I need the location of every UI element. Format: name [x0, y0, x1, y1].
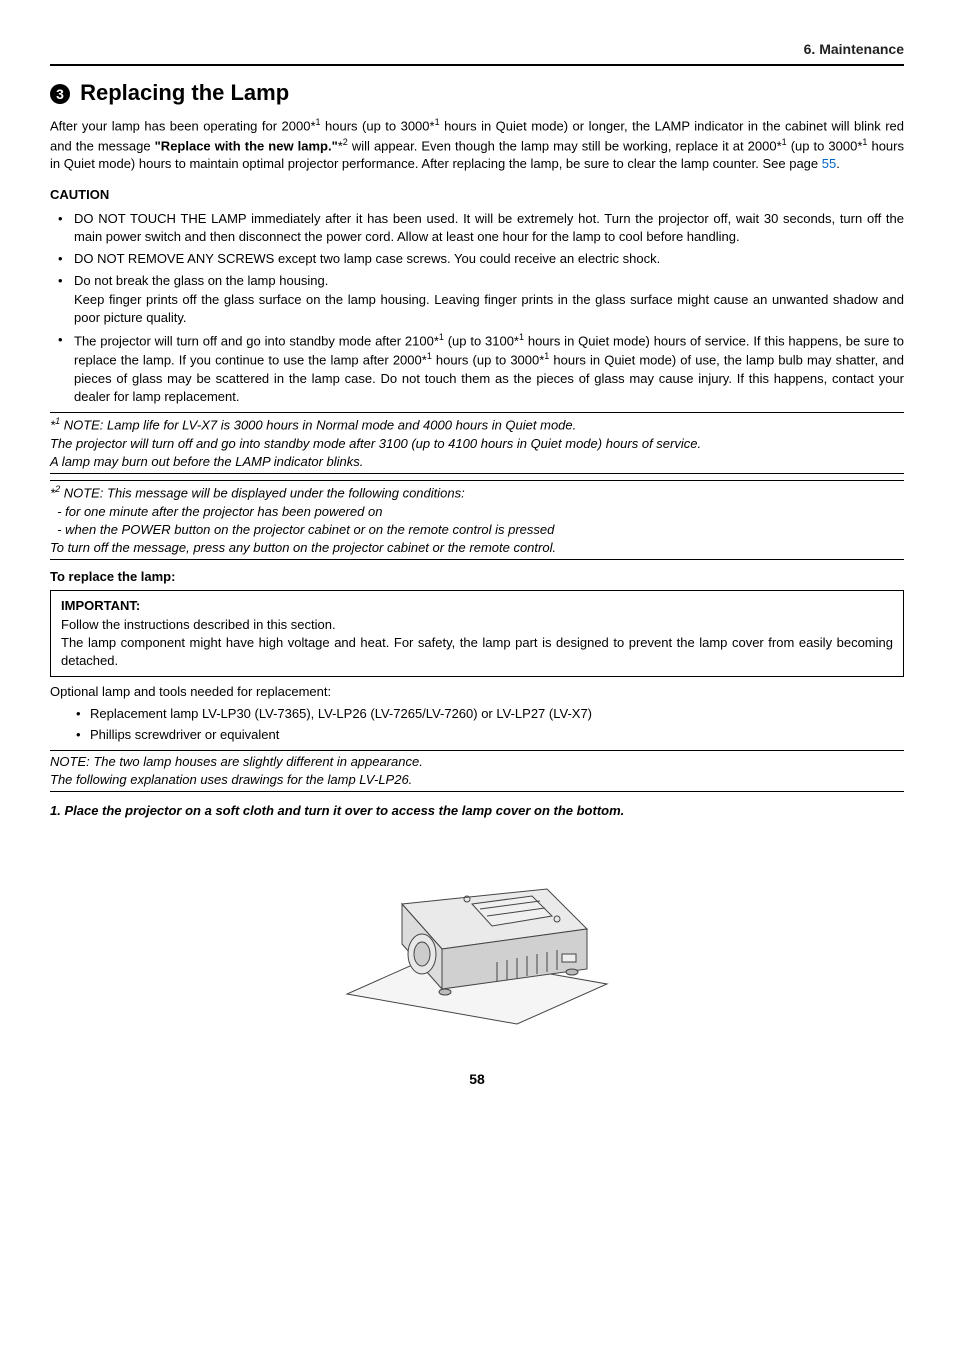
- intro-text: After your lamp has been operating for 2…: [50, 119, 316, 134]
- section-number-circle: 3: [50, 84, 70, 104]
- caution-text: Do not break the glass on the lamp housi…: [74, 273, 328, 288]
- note-line: A lamp may burn out before the LAMP indi…: [50, 453, 904, 471]
- tools-item: Replacement lamp LV-LP30 (LV-7365), LV-L…: [50, 705, 904, 723]
- tools-list: Replacement lamp LV-LP30 (LV-7365), LV-L…: [50, 705, 904, 743]
- intro-paragraph: After your lamp has been operating for 2…: [50, 116, 904, 173]
- important-title: IMPORTANT:: [61, 597, 893, 615]
- caution-list: DO NOT TOUCH THE LAMP immediately after …: [50, 210, 904, 407]
- projector-illustration: [50, 834, 904, 1039]
- caution-text: hours (up to 3000*: [432, 353, 544, 368]
- message-bold: "Replace with the new lamp.": [155, 138, 338, 153]
- header-section: 6. Maintenance: [50, 40, 904, 66]
- note-line: *1 NOTE: Lamp life for LV-X7 is 3000 hou…: [50, 415, 904, 435]
- note-line: The projector will turn off and go into …: [50, 435, 904, 453]
- caution-item: DO NOT TOUCH THE LAMP immediately after …: [50, 210, 904, 246]
- page-title: 3 Replacing the Lamp: [50, 78, 904, 109]
- intro-text: .: [836, 156, 840, 171]
- caution-text: (up to 3100*: [444, 333, 519, 348]
- note-line: The following explanation uses drawings …: [50, 771, 904, 789]
- optional-tools: Optional lamp and tools needed for repla…: [50, 683, 904, 701]
- replace-heading: To replace the lamp:: [50, 568, 904, 586]
- caution-text: The projector will turn off and go into …: [74, 333, 439, 348]
- header-text: 6. Maintenance: [804, 41, 904, 57]
- note-text: NOTE: This message will be displayed und…: [60, 486, 465, 501]
- note-text: NOTE: Lamp life for LV-X7 is 3000 hours …: [60, 418, 576, 433]
- caution-text: Keep finger prints off the glass surface…: [74, 292, 904, 325]
- note-line: To turn off the message, press any butto…: [50, 539, 904, 557]
- page-number: 58: [50, 1070, 904, 1090]
- note-block-1: *1 NOTE: Lamp life for LV-X7 is 3000 hou…: [50, 412, 904, 474]
- note-line: - for one minute after the projector has…: [50, 503, 904, 521]
- caution-item: DO NOT REMOVE ANY SCREWS except two lamp…: [50, 250, 904, 268]
- intro-text: (up to 3000*: [787, 138, 863, 153]
- projector-svg: [317, 834, 637, 1034]
- page-link[interactable]: 55: [822, 156, 836, 171]
- note-line: NOTE: The two lamp houses are slightly d…: [50, 753, 904, 771]
- caution-item: The projector will turn off and go into …: [50, 331, 904, 406]
- caution-heading: CAUTION: [50, 186, 904, 204]
- title-text: Replacing the Lamp: [80, 80, 289, 105]
- step-1: 1. Place the projector on a soft cloth a…: [50, 802, 904, 820]
- note-line: *2 NOTE: This message will be displayed …: [50, 483, 904, 503]
- intro-text: will appear. Even though the lamp may st…: [348, 138, 782, 153]
- caution-item: Do not break the glass on the lamp housi…: [50, 272, 904, 327]
- note-block-2: *2 NOTE: This message will be displayed …: [50, 480, 904, 560]
- intro-text: hours (up to 3000*: [321, 119, 435, 134]
- tools-item: Phillips screwdriver or equivalent: [50, 726, 904, 744]
- important-line: Follow the instructions described in thi…: [61, 616, 893, 634]
- note-block-3: NOTE: The two lamp houses are slightly d…: [50, 750, 904, 792]
- important-line: The lamp component might have high volta…: [61, 634, 893, 670]
- important-box: IMPORTANT: Follow the instructions descr…: [50, 590, 904, 677]
- note-line: - when the POWER button on the projector…: [50, 521, 904, 539]
